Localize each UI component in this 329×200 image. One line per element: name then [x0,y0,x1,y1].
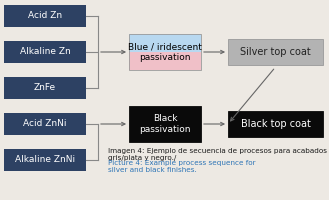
Text: Acid ZnNi: Acid ZnNi [23,119,67,129]
Text: Silver top coat: Silver top coat [240,47,311,57]
Text: Alkaline ZnNi: Alkaline ZnNi [15,156,75,164]
Bar [4,41,86,63]
Bar [129,52,201,70]
Bar [4,77,86,99]
Bar [228,111,323,137]
Text: Imagen 4: Ejemplo de secuencia de procesos para acabados
gris/plata y negro./: Imagen 4: Ejemplo de secuencia de proces… [108,148,327,161]
Bar [129,34,201,52]
Bar [4,5,86,27]
Text: ZnFe: ZnFe [34,84,56,92]
Bar [4,113,86,135]
Bar [228,39,323,65]
Text: Acid Zn: Acid Zn [28,11,62,21]
Text: Picture 4: Example process sequence for
silver and black finishes.: Picture 4: Example process sequence for … [108,160,256,173]
Text: Black top coat: Black top coat [240,119,311,129]
Bar [4,149,86,171]
Bar [129,106,201,142]
Text: Alkaline Zn: Alkaline Zn [20,47,70,56]
Text: Black
passivation: Black passivation [139,114,191,134]
Text: Blue / iridescent
passivation: Blue / iridescent passivation [128,42,202,62]
Bar [129,34,201,70]
